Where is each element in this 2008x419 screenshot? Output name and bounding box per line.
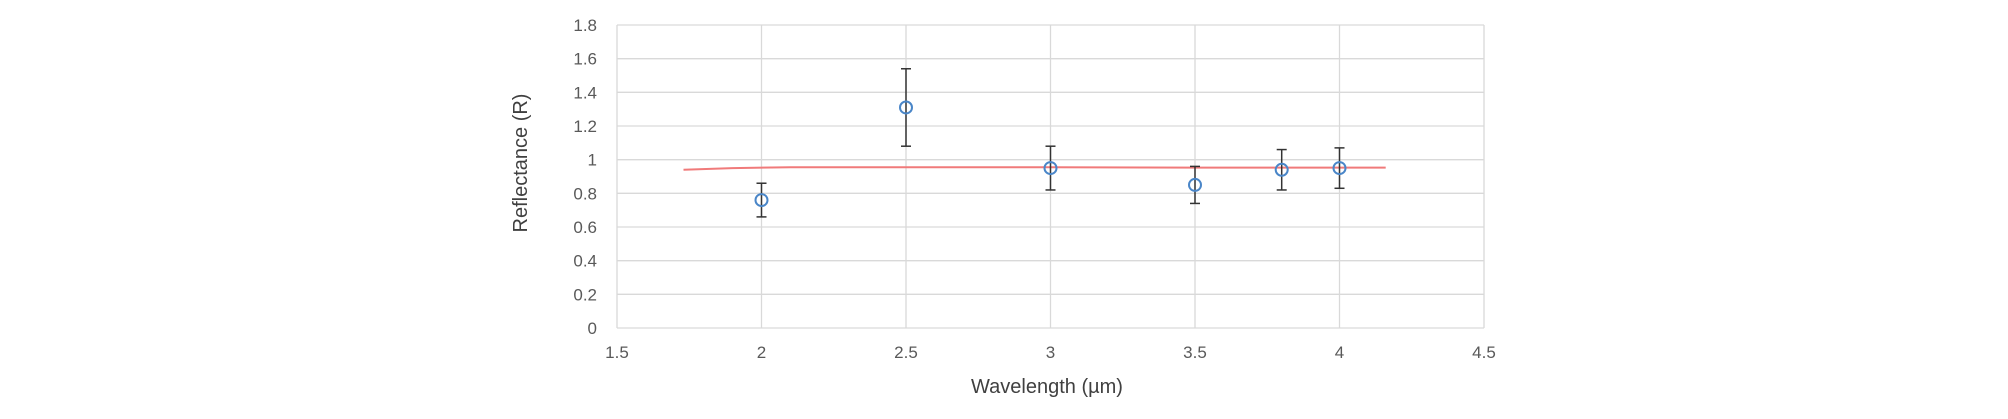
data-point — [1332, 161, 1347, 176]
x-axis-title: Wavelength (µm) — [971, 376, 1123, 398]
y-tick-label: 1 — [588, 151, 597, 170]
x-tick-label: 4 — [1335, 343, 1344, 362]
y-tick-label: 0 — [588, 319, 597, 338]
model-line-layer — [683, 166, 1386, 171]
data-point-group — [899, 68, 913, 147]
data-point-group — [1043, 145, 1058, 191]
model-line — [683, 166, 1386, 171]
data-point-group — [754, 182, 769, 218]
data-point-group — [1274, 148, 1289, 191]
y-tick-label: 0.2 — [573, 285, 597, 304]
x-tick-label: 3.5 — [1183, 343, 1207, 362]
x-tick-label: 2.5 — [894, 343, 918, 362]
y-tick-label: 0.6 — [573, 218, 597, 237]
y-tick-label: 1.2 — [573, 117, 597, 136]
y-axis-title: Reflectance (R) — [510, 94, 532, 233]
y-tick-label: 0.8 — [573, 184, 597, 203]
y-tick-label: 1.8 — [573, 16, 597, 35]
x-tick-label: 4.5 — [1472, 343, 1496, 362]
data-point — [1043, 161, 1058, 176]
x-tick-labels: 1.5 2 2.5 3 3.5 4 4.5 — [605, 343, 1496, 362]
data-points-layer — [754, 68, 1347, 218]
x-tick-label: 3 — [1046, 343, 1055, 362]
x-tick-label: 1.5 — [605, 343, 629, 362]
y-tick-label: 0.4 — [573, 252, 597, 271]
y-tick-label: 1.4 — [573, 83, 597, 102]
data-point-group — [1332, 147, 1347, 190]
x-tick-label: 2 — [757, 343, 766, 362]
data-point — [1188, 177, 1202, 192]
y-tick-label: 1.6 — [573, 50, 597, 69]
data-point-group — [1188, 165, 1202, 205]
data-point — [1274, 162, 1289, 177]
y-tick-labels: 0 0.2 0.4 0.6 0.8 1 1.2 1.4 1.6 1.8 — [573, 16, 597, 338]
data-point — [899, 100, 913, 115]
data-point — [754, 193, 769, 208]
